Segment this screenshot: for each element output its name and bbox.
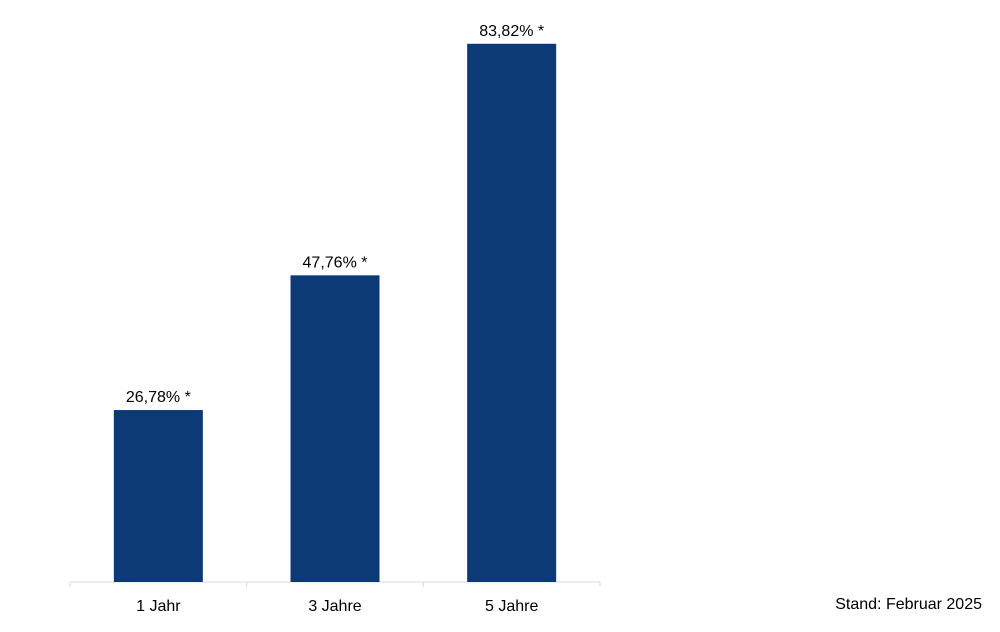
data-label-3: 83,82% *: [479, 23, 544, 40]
category-label-2: 3 Jahre: [308, 598, 361, 615]
bar-2: [290, 275, 380, 582]
category-label-3: 5 Jahre: [485, 598, 538, 615]
footnote-date: Stand: Februar 2025: [835, 596, 982, 613]
bar-3: [467, 43, 557, 583]
data-label-2: 47,76% *: [303, 254, 368, 271]
data-labels-group: 26,78% * 47,76% * 83,82% *: [126, 23, 544, 406]
data-label-1: 26,78% *: [126, 389, 191, 406]
x-axis-ticks: [69, 582, 601, 587]
category-label-1: 1 Jahr: [136, 598, 181, 615]
bar-1: [113, 410, 203, 582]
category-labels-group: 1 Jahr 3 Jahre 5 Jahre: [136, 598, 538, 615]
bars-group: [113, 43, 557, 583]
